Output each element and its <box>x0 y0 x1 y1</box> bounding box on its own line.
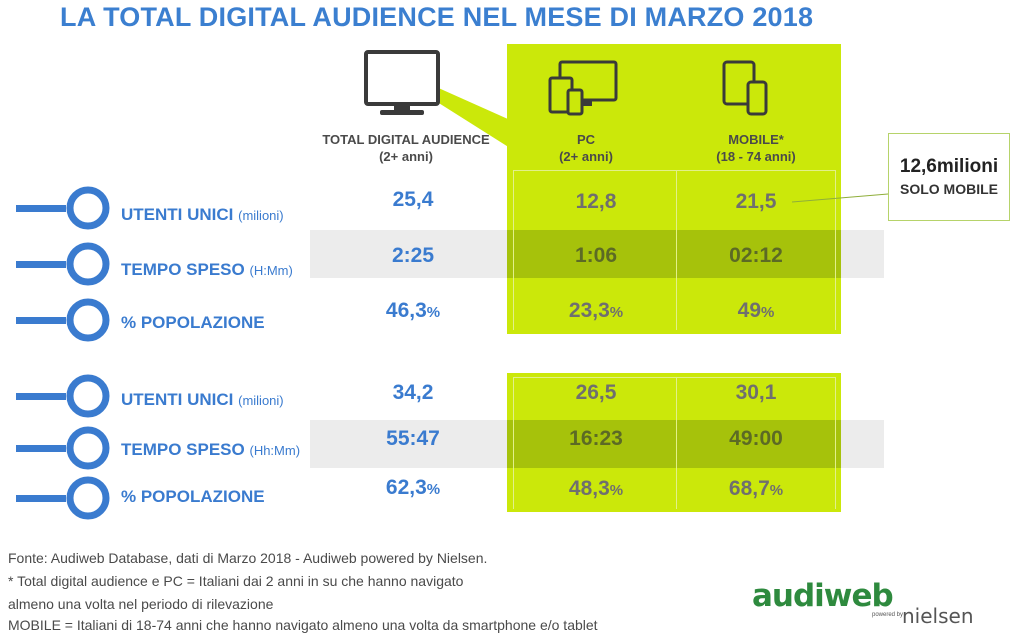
cell-value: 02:12 <box>729 244 783 267</box>
cell-value: 55:47 <box>386 427 440 450</box>
cell-value: 25,4 <box>392 188 434 211</box>
callout-solo-mobile: 12,6milioni SOLO MOBILE <box>888 133 1010 221</box>
audiweb-logo: audiweb <box>752 578 894 614</box>
pin-circle-icon <box>16 298 110 342</box>
row-label-tempo-speso: TEMPO SPESO (Hh:Mm) <box>121 440 301 459</box>
row-label-utenti-unici: UTENTI UNICI (milioni) <box>121 390 284 409</box>
page-title: LA TOTAL DIGITAL AUDIENCE NEL MESE DI MA… <box>60 2 814 32</box>
pin-circle-icon <box>16 186 110 230</box>
powered-by-label: powered by <box>872 612 904 618</box>
pin-circle-icon <box>16 426 110 470</box>
desktop-monitor-icon <box>364 50 510 148</box>
row-band-lower-right <box>841 420 884 468</box>
footnote: almeno una volta nel periodo di rilevazi… <box>8 596 274 612</box>
cell-value: 34,2 <box>392 381 434 404</box>
cell-value: 12,8 <box>575 190 617 213</box>
cell-value: 23,3% <box>568 299 624 322</box>
footnote: * Total digital audience e PC = Italiani… <box>8 573 464 589</box>
grid-line <box>835 377 836 509</box>
row-label-popolazione: % POPOLAZIONE <box>121 313 265 332</box>
pin-circle-icon <box>16 242 110 286</box>
row-band-upper-right <box>841 230 884 278</box>
cell-value: 1:06 <box>574 244 618 267</box>
row-band-upper <box>310 230 507 278</box>
cell-value: 2:25 <box>391 244 435 267</box>
cell-value: 30,1 <box>735 381 777 404</box>
callout-value: 12,6milioni <box>899 156 999 177</box>
cell-value: 68,7% <box>728 477 784 500</box>
grid-line <box>676 377 677 509</box>
row-band-lower <box>310 420 507 468</box>
source-note: Fonte: Audiweb Database, dati di Marzo 2… <box>8 550 488 566</box>
row-label-utenti-unici: UTENTI UNICI (milioni) <box>121 205 284 224</box>
cell-value: 48,3% <box>568 477 624 500</box>
nielsen-logo: nielsen <box>902 604 974 628</box>
row-band-upper-green <box>507 230 841 278</box>
pin-circle-icon <box>16 374 110 418</box>
column-header-pc: PC (2+ anni) <box>559 132 613 164</box>
grid-line <box>513 170 514 330</box>
cell-value: 26,5 <box>575 381 617 404</box>
footnote: MOBILE = Italiani di 18-74 anni che hann… <box>8 617 598 633</box>
multi-device-icon <box>548 60 618 116</box>
row-label-tempo-speso: TEMPO SPESO (H:Mm) <box>121 260 293 279</box>
row-label-popolazione: % POPOLAZIONE <box>121 487 265 506</box>
grid-line <box>513 377 835 378</box>
cell-value: 49:00 <box>729 427 783 450</box>
column-header-mobile: MOBILE* (18 - 74 anni) <box>716 132 796 164</box>
callout-connector <box>791 193 889 203</box>
grid-line <box>835 170 836 330</box>
cell-value: 46,3% <box>385 299 441 322</box>
callout-label: SOLO MOBILE <box>900 181 998 197</box>
row-band-lower-green <box>507 420 841 468</box>
pin-circle-icon <box>16 476 110 520</box>
tablet-smartphone-icon <box>722 60 768 116</box>
cell-value: 16:23 <box>569 427 623 450</box>
cell-value: 62,3% <box>385 476 441 499</box>
grid-line <box>513 377 514 509</box>
cell-value: 21,5 <box>735 190 777 213</box>
cell-value: 49% <box>737 299 775 322</box>
column-header-total: TOTAL DIGITAL AUDIENCE (2+ anni) <box>322 132 490 164</box>
grid-line <box>513 170 835 171</box>
grid-line <box>676 170 677 330</box>
